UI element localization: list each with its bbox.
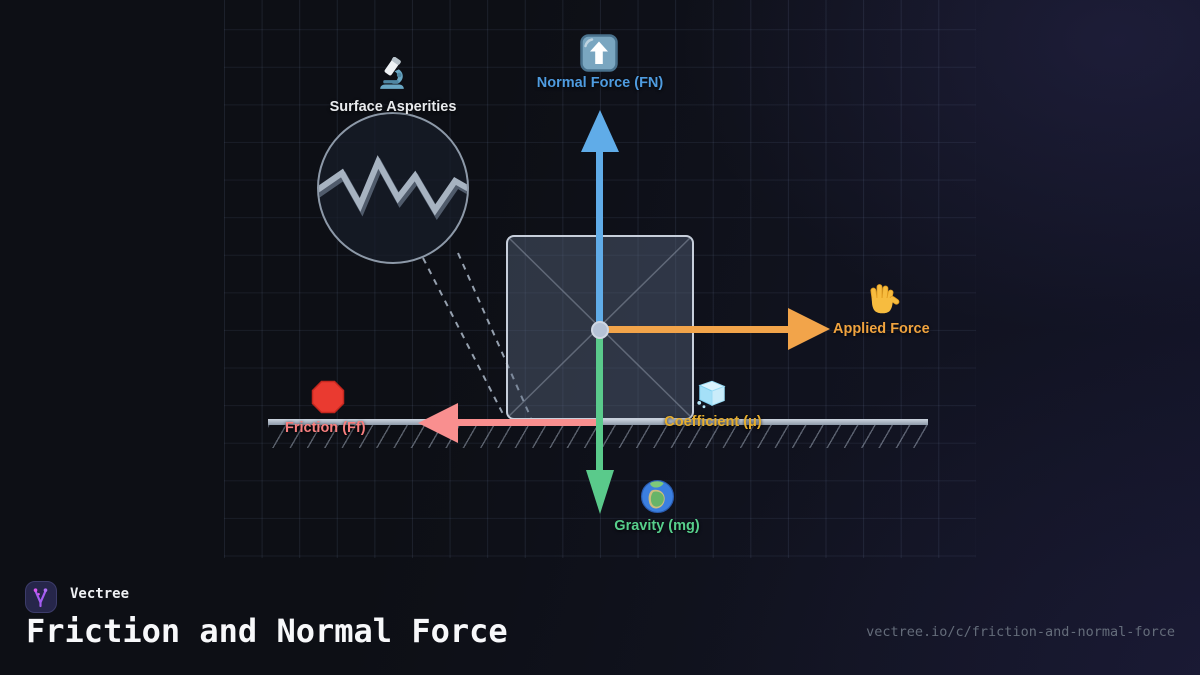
surface-asperities-label: Surface Asperities	[329, 99, 457, 115]
asperities-zigzag	[319, 155, 467, 221]
applied-force-arrow	[604, 326, 788, 333]
friction-arrow	[458, 419, 600, 426]
applied-force-arrowhead	[788, 308, 830, 350]
normal-force-arrow	[596, 152, 603, 330]
stop-sign-icon	[310, 379, 346, 420]
asperities-magnifier-circle	[317, 112, 469, 264]
brand-name: Vectree	[70, 586, 130, 602]
raised-hand-icon	[865, 281, 901, 322]
vectree-logo	[25, 581, 57, 613]
friction-arrowhead	[418, 403, 458, 443]
microscope-icon	[374, 56, 411, 99]
block-center-point	[591, 321, 609, 339]
coefficient-label: Coefficient (μ)	[664, 414, 762, 430]
normal-force-label: Normal Force (FN)	[536, 75, 664, 91]
card-url: vectree.io/c/friction-and-normal-force	[866, 624, 1175, 640]
vectree-branch-logo-icon	[33, 588, 48, 608]
gravity-arrowhead	[586, 470, 614, 514]
earth-globe-icon	[639, 478, 676, 520]
ice-cube-icon	[695, 376, 729, 415]
gravity-arrow	[596, 330, 603, 470]
up-arrow-button-icon	[580, 34, 618, 77]
gravity-label: Gravity (mg)	[614, 518, 700, 534]
friction-label: Friction (Ff)	[285, 420, 366, 436]
normal-force-arrowhead	[581, 110, 619, 152]
applied-force-label: Applied Force	[833, 321, 930, 337]
page-title: Friction and Normal Force	[26, 612, 508, 650]
